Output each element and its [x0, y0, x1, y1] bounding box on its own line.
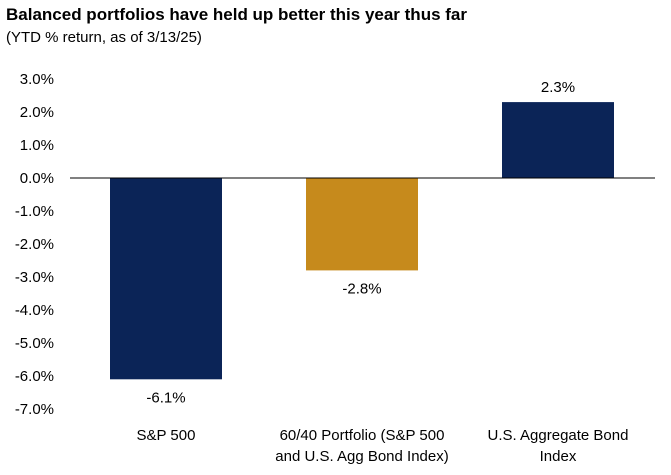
y-tick-label: -3.0%: [15, 269, 54, 286]
y-tick-label: -2.0%: [15, 236, 54, 253]
y-tick-label: 3.0%: [20, 71, 54, 88]
y-tick-label: -1.0%: [15, 203, 54, 220]
x-axis-category-labels: S&P 500 60/40 Portfolio (S&P 500 and U.S. …: [137, 427, 629, 465]
data-label-1: -2.8%: [342, 280, 381, 297]
category-label-1: 60/40 Portfolio (S&P 500: [280, 427, 445, 444]
category-label-2: Index: [540, 448, 577, 465]
data-label-0: -6.1%: [146, 389, 185, 406]
bar-1: [306, 178, 418, 271]
chart-subtitle: (YTD % return, as of 3/13/25): [6, 29, 202, 46]
y-tick-label: 0.0%: [20, 170, 54, 187]
bar-2: [502, 102, 614, 178]
data-labels: -6.1% -2.8% 2.3%: [146, 79, 575, 406]
category-label-0: S&P 500: [137, 427, 196, 444]
y-tick-label: 1.0%: [20, 137, 54, 154]
y-axis-ticks: 3.0% 2.0% 1.0% 0.0% -1.0% -2.0% -3.0% -4.0% -5.0…: [15, 71, 54, 418]
y-tick-label: -4.0%: [15, 302, 54, 319]
bar-0: [110, 178, 222, 380]
category-label-2: U.S. Aggregate Bond: [488, 427, 629, 444]
category-label-1: and U.S. Agg Bond Index): [275, 448, 448, 465]
y-tick-label: -6.0%: [15, 368, 54, 385]
bars: [110, 102, 614, 380]
y-tick-label: -5.0%: [15, 335, 54, 352]
data-label-2: 2.3%: [541, 79, 575, 96]
chart-title: Balanced portfolios have held up better …: [6, 5, 467, 24]
y-tick-label: 2.0%: [20, 104, 54, 121]
y-tick-label: -7.0%: [15, 401, 54, 418]
